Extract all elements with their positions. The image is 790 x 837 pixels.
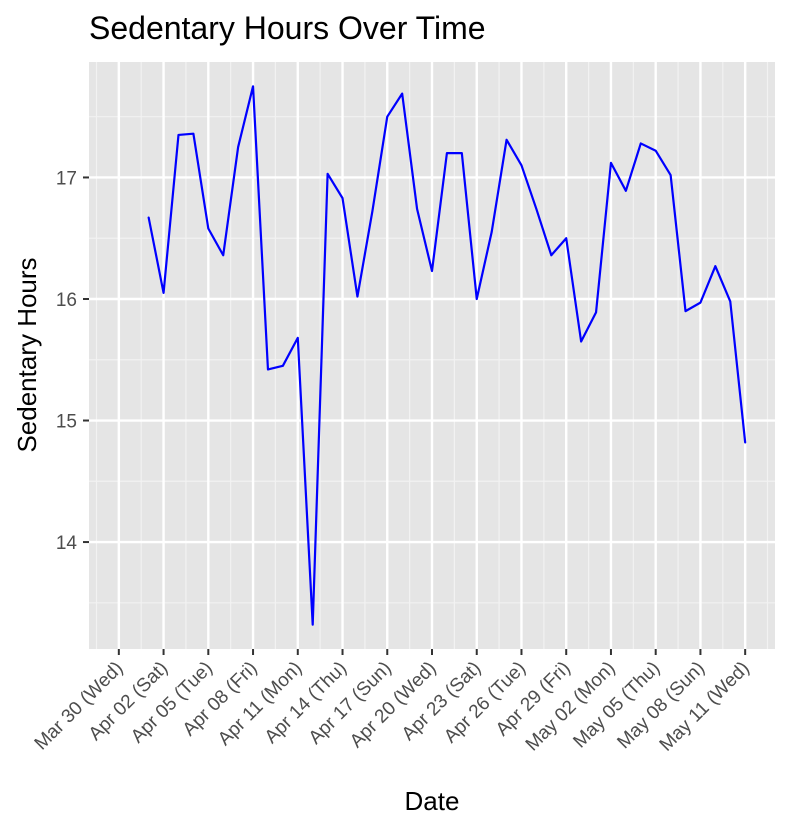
y-tick-label: 17: [56, 168, 77, 189]
y-tick-label: 15: [56, 412, 77, 433]
x-axis-title: Date: [405, 786, 460, 816]
x-axis: Mar 30 (Wed)Apr 02 (Sat)Apr 05 (Tue)Apr …: [31, 649, 754, 756]
major-gridlines: [89, 62, 775, 649]
chart-title: Sedentary Hours Over Time: [89, 10, 486, 46]
series-layer: [147, 85, 747, 626]
series-line-0: [147, 85, 747, 626]
y-axis: 14 15 16 17: [56, 168, 89, 554]
y-tick-label: 14: [56, 533, 78, 554]
minor-gridlines: [89, 62, 775, 649]
y-axis-title: Sedentary Hours: [12, 257, 42, 452]
y-tick-label: 16: [56, 290, 77, 311]
